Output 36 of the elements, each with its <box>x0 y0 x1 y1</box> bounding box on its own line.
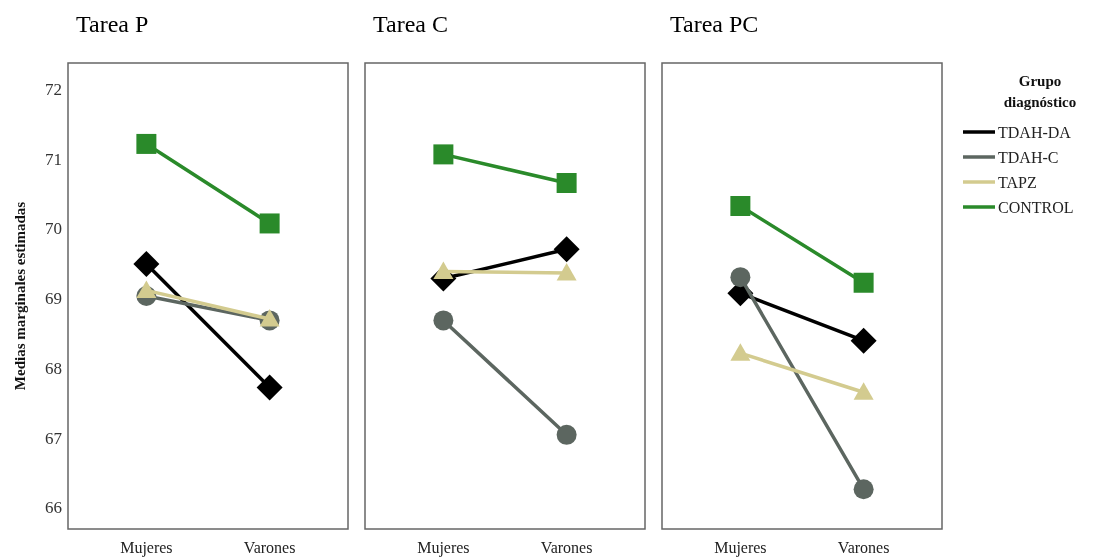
y-tick-label: 72 <box>45 79 62 99</box>
y-tick-label: 67 <box>45 428 63 448</box>
legend-label: TDAH-C <box>998 148 1059 166</box>
point <box>556 424 577 445</box>
chart-title: Tarea PC <box>670 11 759 37</box>
y-tick-label: 71 <box>45 149 62 169</box>
x-tick-label: Varones <box>540 539 593 556</box>
x-tick-label: Varones <box>243 539 296 556</box>
point <box>853 479 874 500</box>
y-tick-label: 69 <box>45 289 62 309</box>
point <box>730 267 751 288</box>
chart-title: Tarea C <box>373 11 448 37</box>
y-tick-label: 68 <box>45 358 62 378</box>
legend-title: Grupo diagnóstico <box>1003 73 1077 110</box>
y-tick-label: 66 <box>45 498 62 518</box>
x-tick-label: Mujeres <box>714 539 767 557</box>
point <box>853 272 874 293</box>
x-tick-label: Varones <box>837 539 890 556</box>
legend-label: TAPZ <box>998 173 1037 191</box>
point <box>136 133 157 154</box>
point <box>433 144 454 165</box>
point <box>256 374 283 401</box>
x-tick-label: Mujeres <box>120 539 173 557</box>
point <box>850 327 877 354</box>
x-tick-label: Mujeres <box>417 539 470 557</box>
chart-title: Tarea P <box>76 11 149 37</box>
y-axis-title: Medias marginales estimadas <box>12 201 29 391</box>
point <box>553 236 580 263</box>
y-tick-label: 70 <box>45 219 62 239</box>
legend-label: CONTROL <box>998 198 1074 216</box>
point <box>556 172 577 193</box>
point <box>433 310 454 331</box>
point <box>730 196 751 217</box>
legend-label: TDAH-DA <box>998 123 1072 141</box>
point <box>259 213 280 234</box>
point <box>133 250 160 277</box>
